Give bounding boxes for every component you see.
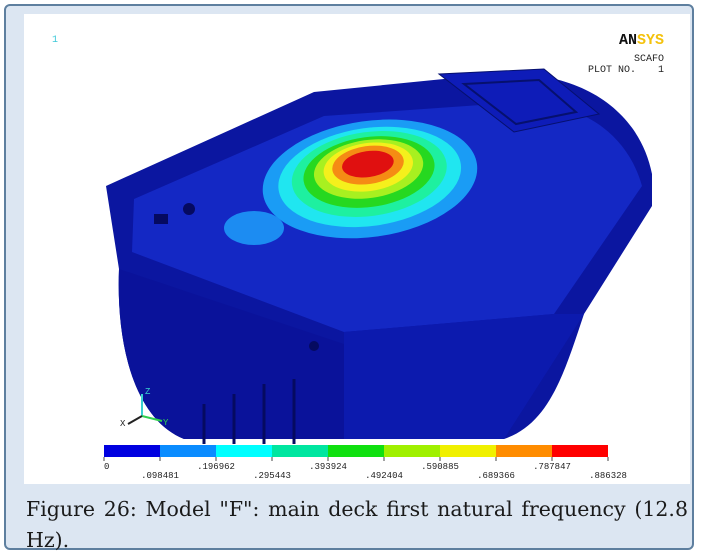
plot-label: PLOT NO. <box>588 65 636 76</box>
contour-plot: 1 ANSYS SCAFO PLOT NO. 1 <box>24 14 690 484</box>
legend-swatch <box>272 445 328 457</box>
window-number: 1 <box>52 35 58 46</box>
legend-swatch <box>440 445 496 457</box>
logo-sys: SYS <box>637 32 664 49</box>
hatch <box>154 214 168 224</box>
legend-tick-label: .886328 <box>589 471 627 481</box>
legend-swatch <box>216 445 272 457</box>
legend-swatch <box>328 445 384 457</box>
legend-swatch <box>496 445 552 457</box>
hatch <box>309 341 319 351</box>
hatch <box>183 203 195 215</box>
legend-tick-label: .393924 <box>309 462 347 472</box>
legend-tick-label: .295443 <box>253 471 291 481</box>
contour-blob <box>224 211 284 245</box>
ansys-logo: ANSYS <box>619 32 664 49</box>
figure-caption: Figure 26: Model "F": main deck first na… <box>26 494 688 556</box>
legend-tick-label: .787847 <box>533 462 571 472</box>
logo-an: AN <box>619 32 637 49</box>
legend-swatch <box>384 445 440 457</box>
legend-swatch <box>104 445 160 457</box>
legend-tick-label: .590885 <box>421 462 459 472</box>
legend-swatch <box>160 445 216 457</box>
axis-label: Z <box>145 387 151 397</box>
axis-label: X <box>120 419 126 429</box>
legend-tick-label: .196962 <box>197 462 235 472</box>
model-name: SCAFO <box>634 54 664 65</box>
legend-tick-label: .492404 <box>365 471 403 481</box>
legend-tick-label: 0 <box>104 462 109 472</box>
legend-tick-label: .689366 <box>477 471 515 481</box>
axis-label: Y <box>163 418 169 428</box>
figure-box: 1 ANSYS SCAFO PLOT NO. 1 <box>4 4 694 550</box>
plot-number: 1 <box>658 65 664 76</box>
legend-tick-label: .098481 <box>141 471 179 481</box>
legend-swatch <box>552 445 608 457</box>
